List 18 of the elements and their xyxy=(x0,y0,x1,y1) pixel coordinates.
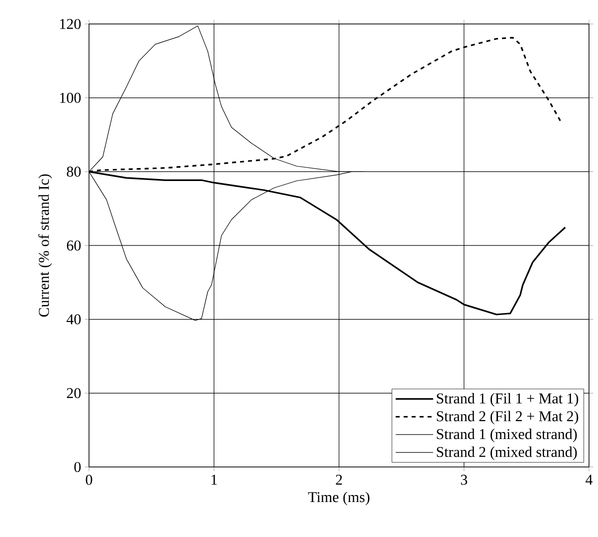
y-tick-label: 40 xyxy=(66,314,81,324)
x-axis-title: Time (ms) xyxy=(308,492,370,506)
y-axis-title: Current (% of strand Ic) xyxy=(38,174,52,317)
y-tick-label: 0 xyxy=(74,462,81,472)
y-tick-label: 80 xyxy=(66,166,81,177)
x-tick-label: 0 xyxy=(86,474,92,485)
y-tick-label: 60 xyxy=(66,240,81,251)
y-tick-label: 120 xyxy=(60,18,81,30)
legend-label: Strand 1 (Fil 1 + Mat 1) xyxy=(436,392,578,407)
x-tick-label: 3 xyxy=(460,474,468,485)
x-tick-label: 2 xyxy=(336,474,342,485)
y-tick-label: 20 xyxy=(66,388,81,398)
legend-label: Strand 2 (Fil 2 + Mat 2) xyxy=(436,410,578,424)
y-tick-label: 100 xyxy=(60,92,81,103)
legend-label: Strand 2 (mixed strand) xyxy=(436,446,577,460)
x-tick-label: 4 xyxy=(586,474,593,485)
x-tick-label: 1 xyxy=(212,474,217,485)
legend-label: Strand 1 (mixed strand) xyxy=(436,428,577,442)
